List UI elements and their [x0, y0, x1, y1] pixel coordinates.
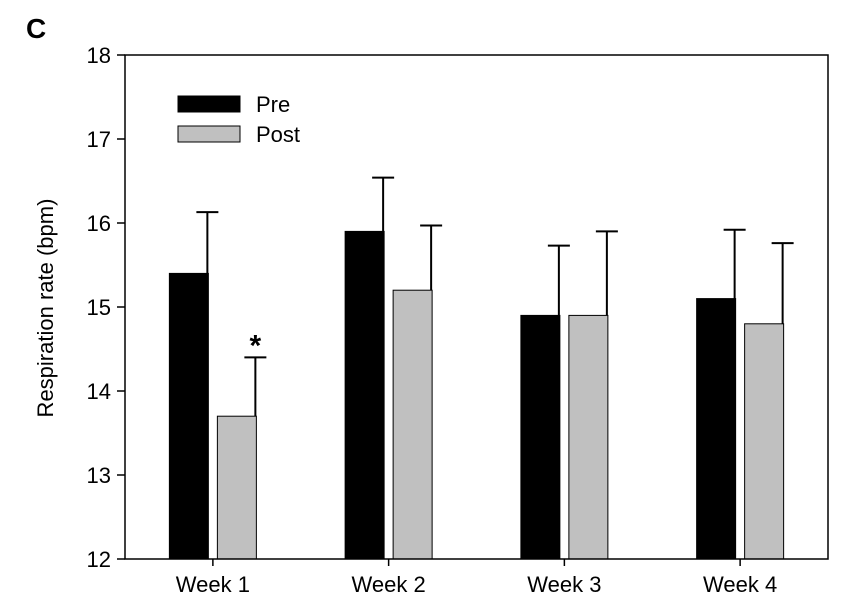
- y-tick-label-15: 15: [87, 295, 111, 320]
- bar-pre-week-4: [696, 298, 737, 560]
- y-axis-title: Respiration rate (bpm): [33, 199, 58, 418]
- legend: Pre Post: [177, 92, 300, 147]
- bars-layer: *: [168, 176, 794, 560]
- legend-label-post: Post: [256, 122, 300, 147]
- bar-pre-week-3: [520, 314, 561, 560]
- x-tick-label-week-3: Week 3: [527, 572, 601, 597]
- x-tick-label-week-1: Week 1: [176, 572, 250, 597]
- y-tick-label-18: 18: [87, 43, 111, 68]
- bar-pre-week-1: [168, 272, 209, 560]
- bar-post-week-1: [216, 415, 257, 560]
- legend-label-pre: Pre: [256, 92, 290, 117]
- annotation-1: *: [250, 329, 262, 362]
- x-tick-label-week-4: Week 4: [703, 572, 777, 597]
- y-tick-label-12: 12: [87, 547, 111, 572]
- y-tick-label-17: 17: [87, 127, 111, 152]
- x-tick-label-week-2: Week 2: [352, 572, 426, 597]
- y-tick-label-13: 13: [87, 463, 111, 488]
- legend-swatch-pre: [177, 95, 241, 113]
- y-tick-label-16: 16: [87, 211, 111, 236]
- legend-swatch-post: [177, 125, 241, 143]
- panel-label: C: [26, 13, 46, 44]
- bar-post-week-4: [744, 323, 785, 560]
- bar-post-week-3: [568, 314, 609, 560]
- bar-post-week-2: [392, 289, 433, 560]
- y-tick-label-14: 14: [87, 379, 111, 404]
- bar-pre-week-2: [344, 230, 385, 560]
- axes-layer: Week 1 Week 2 Week 3 Week 4 12 13 14 15 16 17 18: [87, 43, 829, 597]
